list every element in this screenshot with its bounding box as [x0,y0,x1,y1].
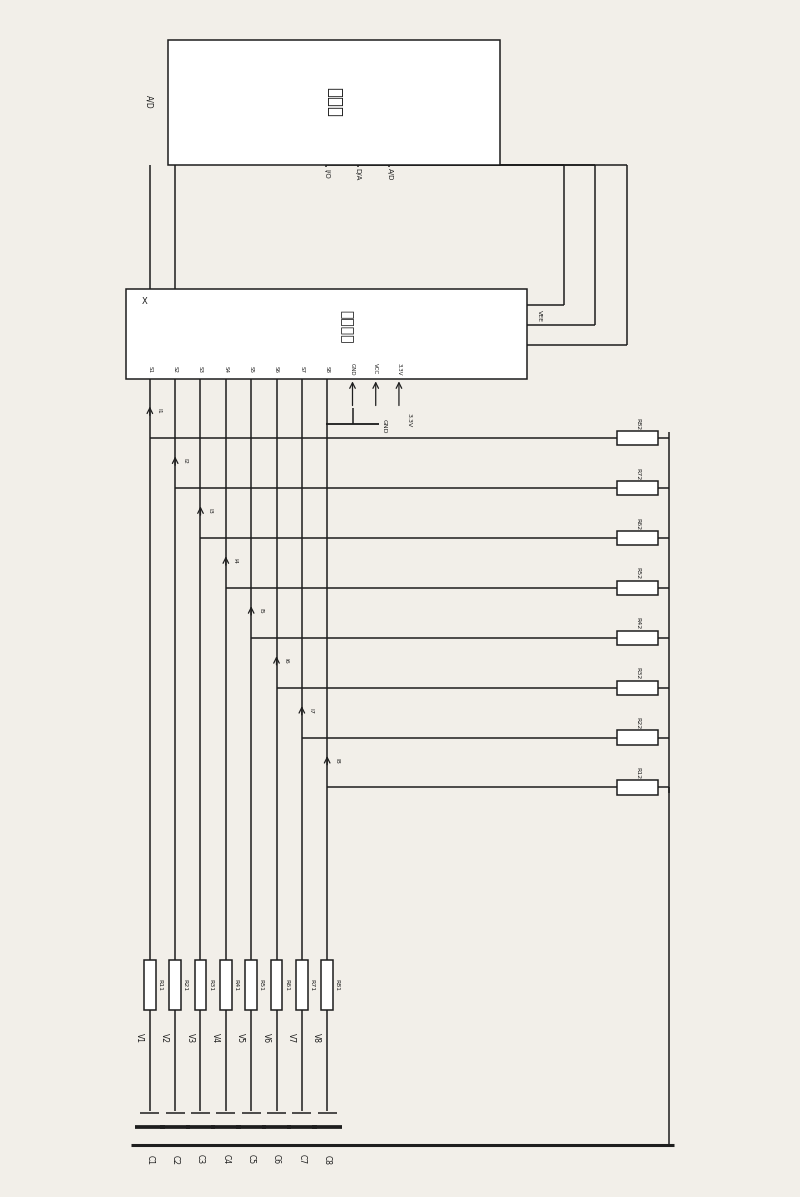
Text: C5: C5 [246,1154,256,1165]
Text: I3: I3 [207,508,213,514]
Text: GND: GND [382,419,386,433]
Text: I8: I8 [334,758,339,764]
Text: V4: V4 [210,1033,220,1044]
Text: I5: I5 [258,608,263,614]
Text: D/A: D/A [354,168,361,181]
Text: 控制器: 控制器 [325,87,343,117]
Bar [170,960,181,1010]
Text: S2: S2 [173,365,178,372]
Bar [618,530,658,545]
Text: C4: C4 [222,1154,230,1165]
Bar [220,960,232,1010]
Text: R71: R71 [310,979,314,991]
Text: 多路开关: 多路开关 [339,310,353,344]
Text: C3: C3 [196,1154,205,1165]
Bar [322,960,333,1010]
Bar [194,960,206,1010]
Text: R42: R42 [635,618,640,630]
Text: VEE: VEE [537,310,542,322]
Text: R81: R81 [334,979,340,991]
Text: R32: R32 [635,667,640,680]
Text: S5: S5 [249,365,254,372]
Text: S3: S3 [198,365,203,372]
Bar [618,631,658,645]
Bar [618,581,658,595]
Bar [618,481,658,496]
Text: X: X [142,297,147,305]
Text: S7: S7 [299,365,304,372]
Bar [168,40,500,165]
Text: 3.3V: 3.3V [397,363,402,376]
Text: I7: I7 [309,707,314,713]
Text: C1: C1 [146,1155,154,1165]
Text: S8: S8 [325,365,330,372]
Text: S1: S1 [147,365,152,372]
Text: I1: I1 [157,408,162,414]
Text: R21: R21 [182,979,188,991]
Bar [144,960,156,1010]
Bar [246,960,257,1010]
Text: R72: R72 [635,468,640,480]
Text: I6: I6 [283,657,289,663]
Text: C6: C6 [272,1154,281,1165]
Text: R61: R61 [284,979,289,991]
Text: 3.3V: 3.3V [407,413,412,427]
Text: VCC: VCC [374,364,378,375]
Bar [618,780,658,795]
Text: C8: C8 [322,1155,332,1165]
Bar [296,960,308,1010]
Text: A/D: A/D [386,168,393,181]
Text: V8: V8 [312,1033,321,1044]
Text: R51: R51 [258,979,264,991]
Text: V1: V1 [134,1033,144,1044]
Text: V2: V2 [160,1033,169,1044]
Bar [270,960,282,1010]
Text: V6: V6 [262,1033,270,1044]
Bar [618,431,658,445]
Text: I2: I2 [182,458,187,463]
Text: S6: S6 [274,365,279,372]
Text: I/O: I/O [323,169,329,180]
Text: R31: R31 [208,979,213,991]
Text: R52: R52 [635,567,640,579]
Text: R62: R62 [635,517,640,530]
Text: R11: R11 [158,979,162,991]
Bar [126,290,526,378]
Text: GND: GND [350,363,355,376]
Text: R41: R41 [234,979,238,991]
Text: R12: R12 [635,767,640,779]
Text: R82: R82 [635,418,640,430]
Text: R22: R22 [635,717,640,729]
Bar [618,730,658,745]
Text: V5: V5 [236,1033,245,1044]
Text: V7: V7 [286,1033,296,1044]
Text: S4: S4 [223,365,228,372]
Text: A/D: A/D [144,96,154,109]
Text: C2: C2 [170,1155,180,1165]
Text: C7: C7 [298,1154,306,1165]
Bar [618,681,658,694]
Text: V3: V3 [186,1033,194,1044]
Text: I4: I4 [233,558,238,564]
